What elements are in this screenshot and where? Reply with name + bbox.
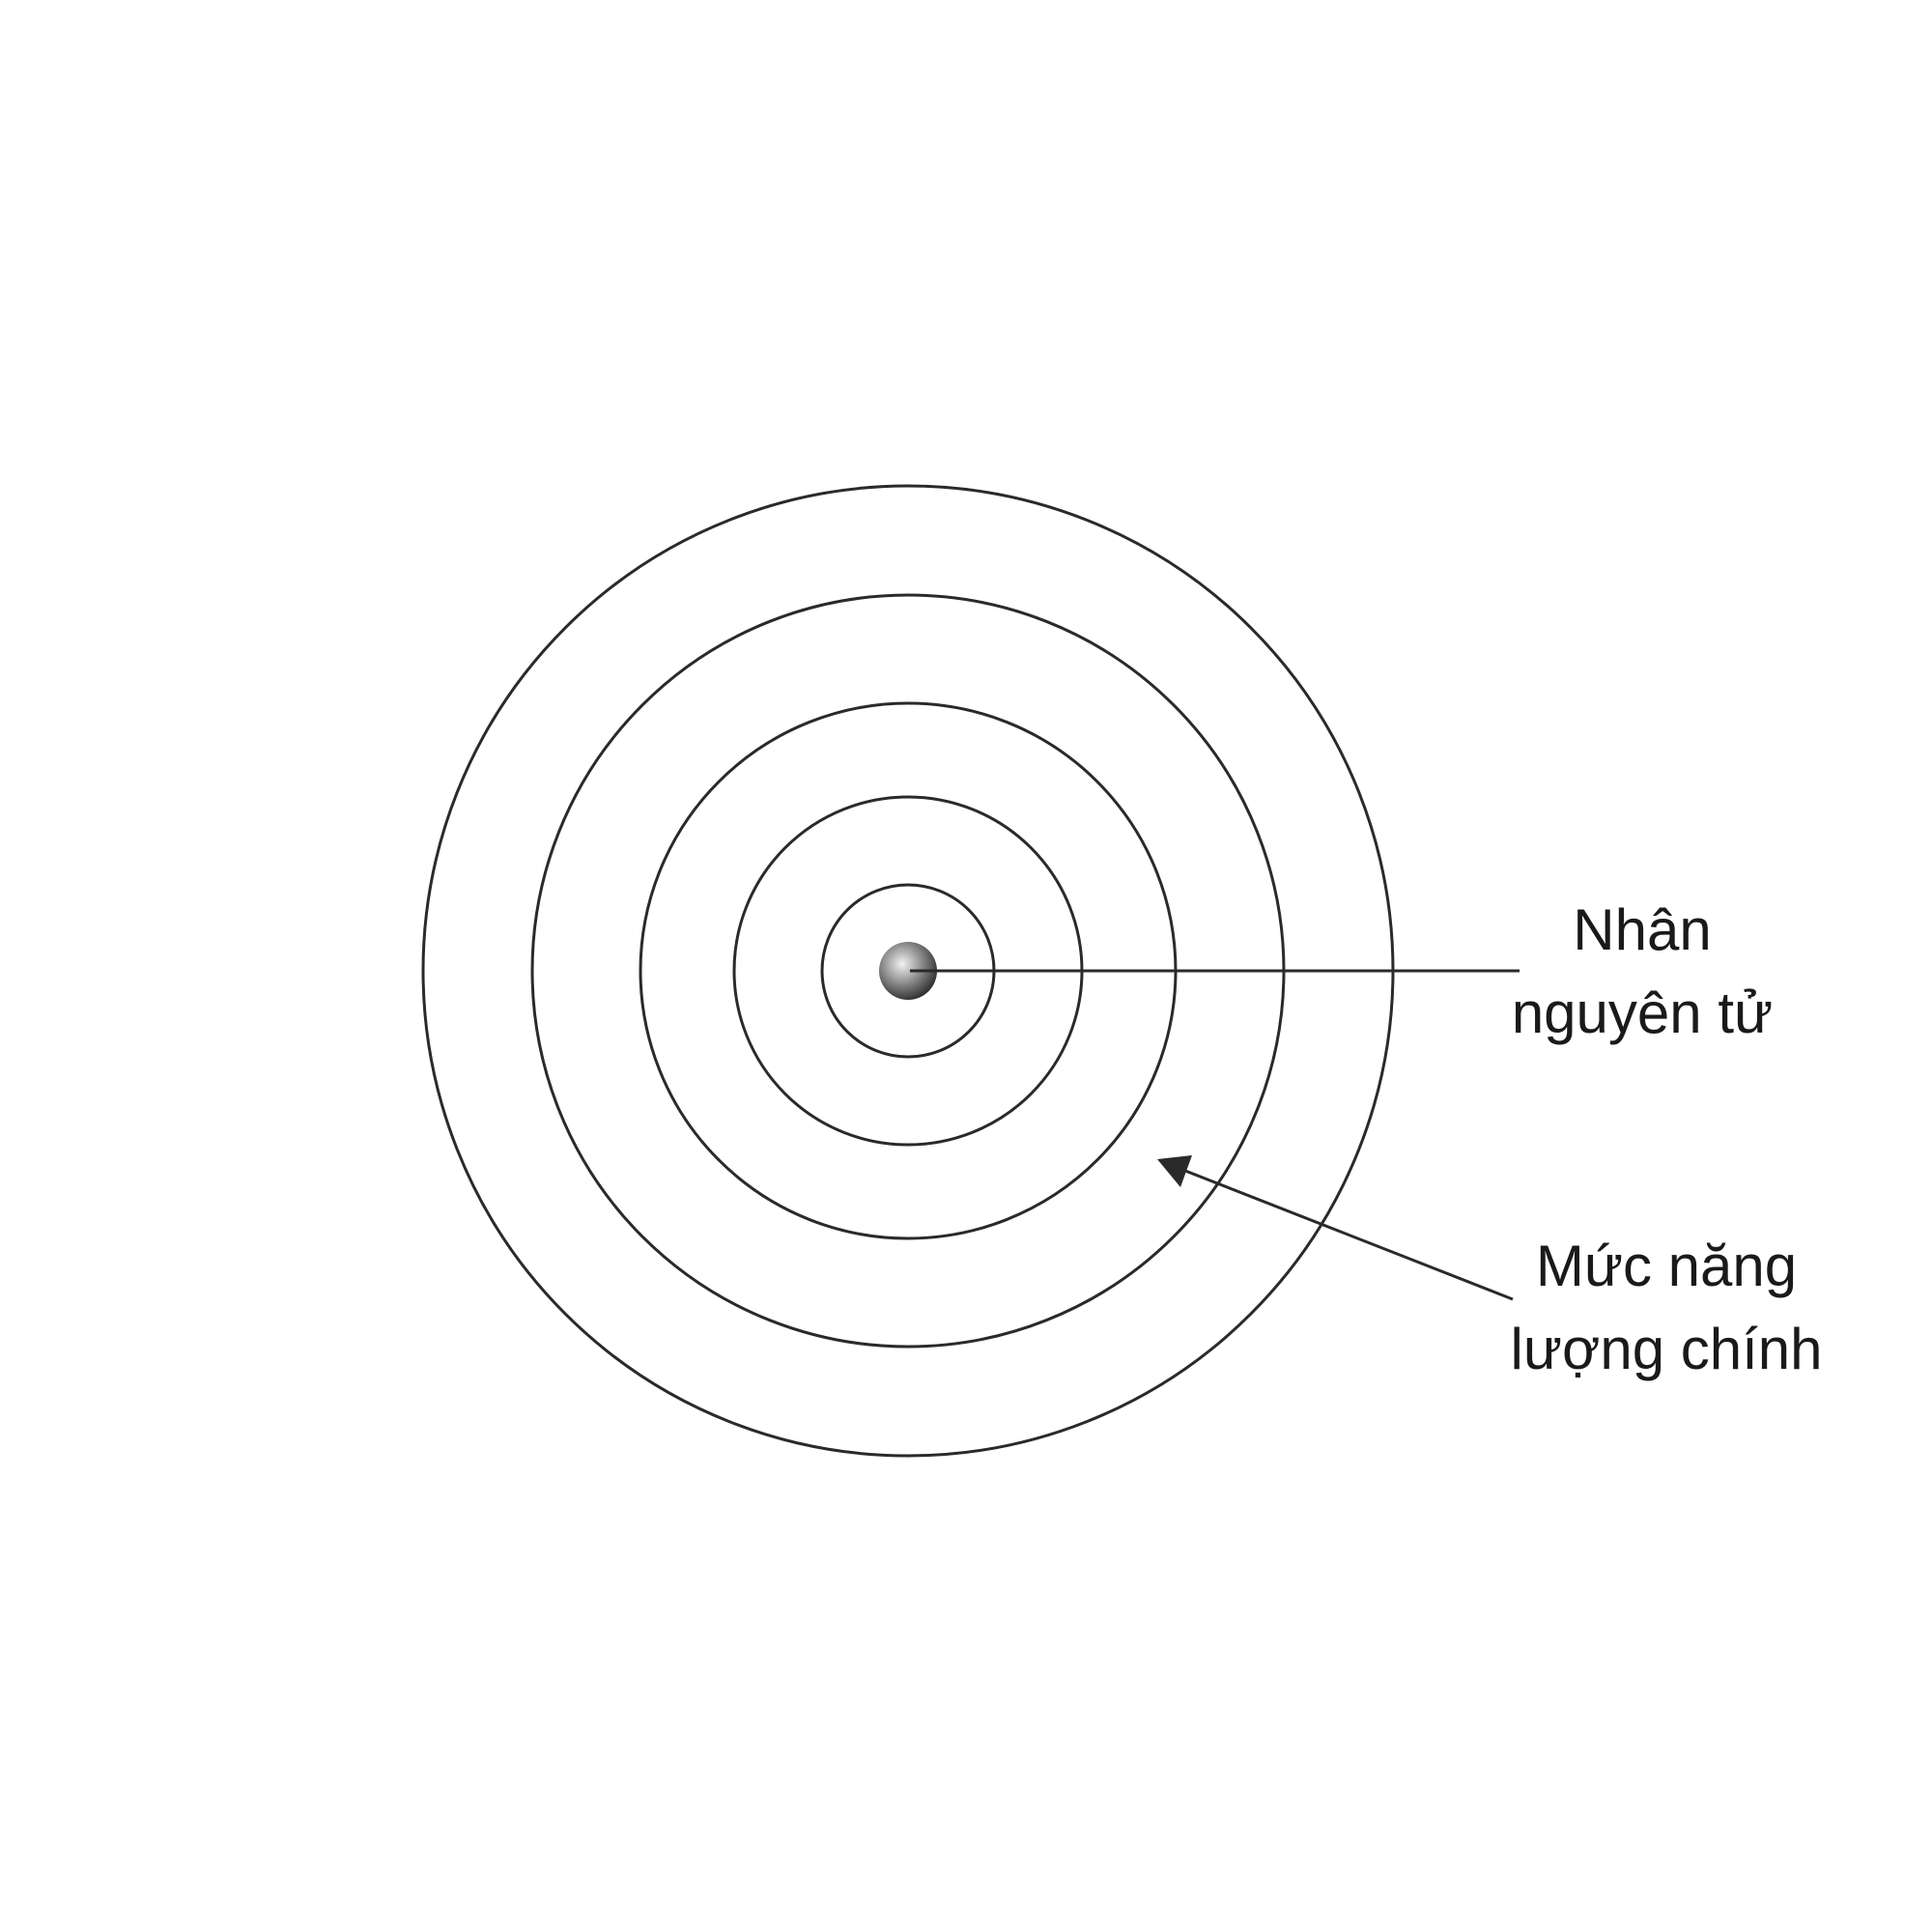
nucleus-label-line1: Nhân — [1573, 897, 1712, 962]
nucleus-label-line2: nguyên tử — [1511, 980, 1774, 1045]
nucleus-label: Nhân nguyên tử — [1478, 889, 1806, 1055]
energy-level-label-line1: Mức năng — [1535, 1234, 1798, 1298]
energy-level-label-line2: lượng chính — [1510, 1317, 1823, 1381]
energy-level-arrow — [1179, 1167, 1514, 1301]
arrowhead-icon — [1157, 1155, 1192, 1187]
energy-level-label: Mức năng lượng chính — [1488, 1225, 1845, 1391]
nucleus — [879, 942, 937, 1000]
